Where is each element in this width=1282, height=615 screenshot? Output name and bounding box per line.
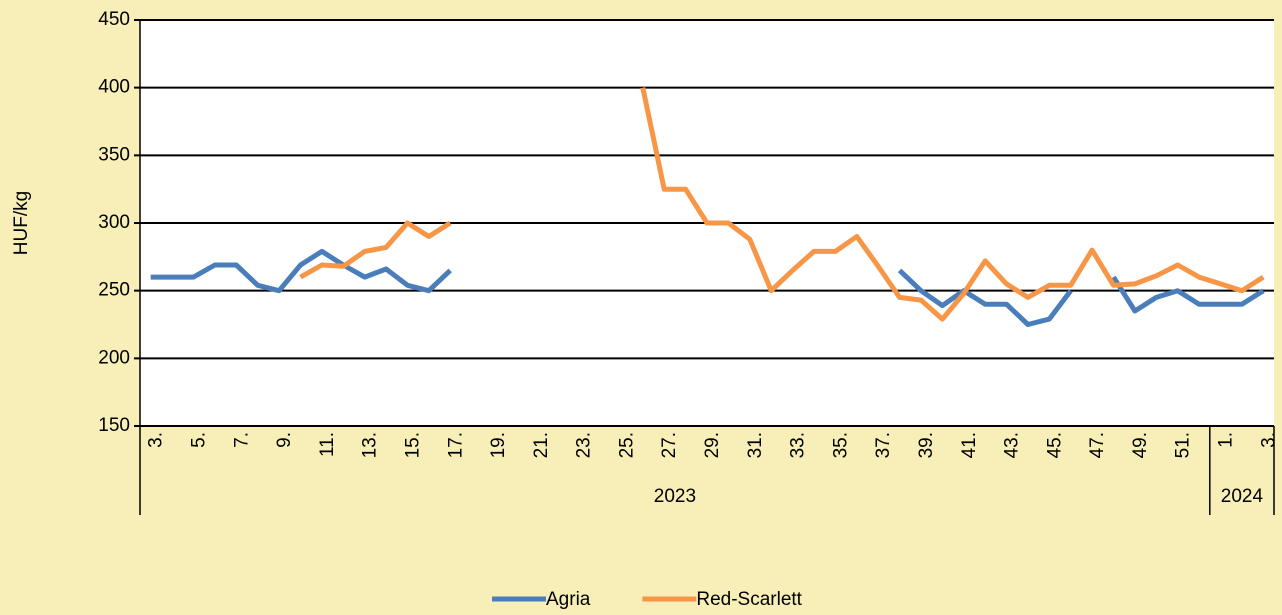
x-tick-label: 25.: [616, 432, 637, 458]
x-tick-label: 35.: [830, 432, 851, 458]
x-tick-label: 43.: [1002, 432, 1023, 458]
x-tick-label: 5.: [189, 432, 210, 448]
x-tick-label: 19.: [488, 432, 509, 458]
x-tick-label: 45.: [1044, 432, 1065, 458]
series-line: [299, 87, 1265, 322]
x-tick-label: 9.: [274, 432, 295, 448]
series-line: [150, 248, 1265, 327]
x-tick-label: 21.: [531, 432, 552, 458]
x-tick-label: 3.: [146, 432, 167, 448]
year-label: 2024: [1221, 486, 1264, 507]
x-tick-label: 37.: [873, 432, 894, 458]
x-tick-label: 13.: [360, 432, 381, 458]
x-tick-label: 7.: [231, 432, 252, 448]
year-label: 2023: [654, 486, 696, 507]
x-tick-label: 41.: [959, 432, 980, 458]
y-tick-label: 150: [98, 415, 130, 436]
x-tick-label: 31.: [745, 432, 766, 458]
y-axis-label: HUF/kg: [11, 191, 32, 255]
legend-label: Red-Scarlett: [696, 589, 802, 610]
x-tick-label: 29.: [702, 432, 723, 458]
y-tick-label: 200: [98, 347, 130, 368]
x-tick-label: 1.: [1216, 432, 1237, 448]
x-tick-label: 27.: [659, 432, 680, 458]
x-tick-label: 51.: [1173, 432, 1194, 458]
x-tick-label: 39.: [916, 432, 937, 458]
x-tick-label: 15.: [402, 432, 423, 458]
x-tick-label: 17.: [445, 432, 466, 458]
y-tick-label: 450: [98, 9, 130, 30]
x-tick-label: 23.: [574, 432, 595, 458]
x-tick-label: 11.: [317, 432, 338, 457]
x-tick-label: 33.: [788, 432, 809, 458]
y-tick-label: 400: [98, 77, 130, 98]
y-tick-label: 250: [98, 280, 130, 301]
x-tick-label: 3.: [1258, 432, 1279, 448]
legend-label: Agria: [546, 589, 591, 610]
y-tick-label: 300: [98, 212, 130, 233]
y-tick-label: 350: [98, 144, 130, 165]
x-tick-label: 49.: [1130, 432, 1151, 458]
x-tick-label: 47.: [1087, 432, 1108, 458]
